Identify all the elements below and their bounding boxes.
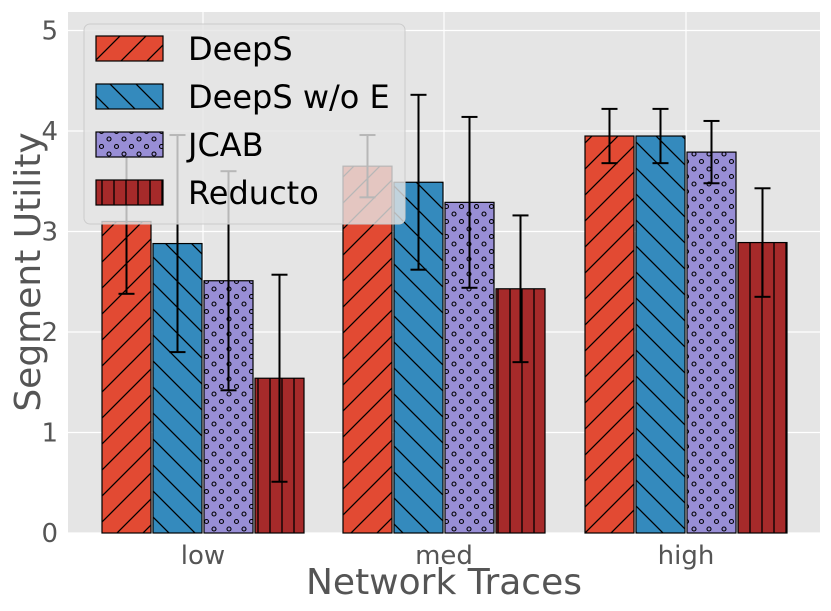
bar-hatch	[585, 136, 634, 533]
legend-label: Reducto	[188, 174, 319, 212]
legend-swatch-outline	[95, 35, 164, 62]
bar-jcab-high	[686, 151, 737, 534]
error-bar	[652, 107, 669, 165]
y-axis-label: Segment Utility	[8, 132, 49, 411]
y-tick-label: 1	[41, 419, 58, 449]
y-tick-label: 3	[41, 218, 58, 248]
x-tick-label: low	[181, 541, 225, 571]
x-tick-labels: low med high	[181, 541, 715, 571]
legend-item: JCAB	[95, 126, 264, 164]
bar-hatch	[636, 136, 685, 533]
bar-hatch	[343, 166, 392, 534]
legend-swatch-outline	[95, 179, 164, 206]
legend-swatch-hatch	[96, 132, 163, 157]
legend-swatch-outline	[95, 131, 164, 158]
bar-reducto-high	[737, 241, 788, 534]
error-bar	[512, 214, 529, 364]
legend-label: DeepS w/o E	[188, 78, 390, 116]
y-tick-label: 4	[41, 117, 58, 147]
legend: DeepS DeepS w/o E JCAB Reducto	[83, 23, 406, 225]
legend-item: DeepS w/o E	[95, 78, 390, 116]
bar-deeps-w-o-e-low	[152, 242, 203, 534]
legend-box	[83, 23, 406, 225]
legend-swatch-outline	[95, 83, 164, 110]
x-axis-label: Network Traces	[306, 562, 582, 603]
bar-deeps-med	[342, 165, 393, 534]
error-bar	[461, 115, 478, 289]
bar-deeps-high	[584, 135, 635, 534]
y-tick-label: 2	[41, 318, 58, 348]
bar-deeps-w-o-e-high	[635, 135, 686, 534]
error-bar	[601, 107, 618, 165]
legend-item: DeepS	[95, 30, 293, 68]
legend-swatch-hatch	[96, 36, 163, 61]
y-tick-label: 5	[41, 17, 58, 47]
legend-label: JCAB	[186, 126, 264, 164]
x-tick-label: high	[658, 541, 715, 571]
error-bar	[754, 187, 771, 298]
error-bar	[271, 273, 288, 483]
error-bar	[410, 93, 427, 271]
legend-label: DeepS	[188, 30, 293, 68]
legend-swatch-hatch	[96, 84, 163, 109]
x-tick-label: med	[415, 541, 473, 571]
error-bar	[703, 119, 720, 185]
legend-swatch-hatch	[96, 180, 163, 205]
y-tick-label: 0	[41, 519, 58, 549]
bar-hatch	[687, 152, 736, 534]
bar-jcab-med	[444, 201, 495, 534]
y-tick-labels: 0 1 2 3 4 5	[41, 17, 58, 550]
legend-item: Reducto	[95, 174, 319, 212]
